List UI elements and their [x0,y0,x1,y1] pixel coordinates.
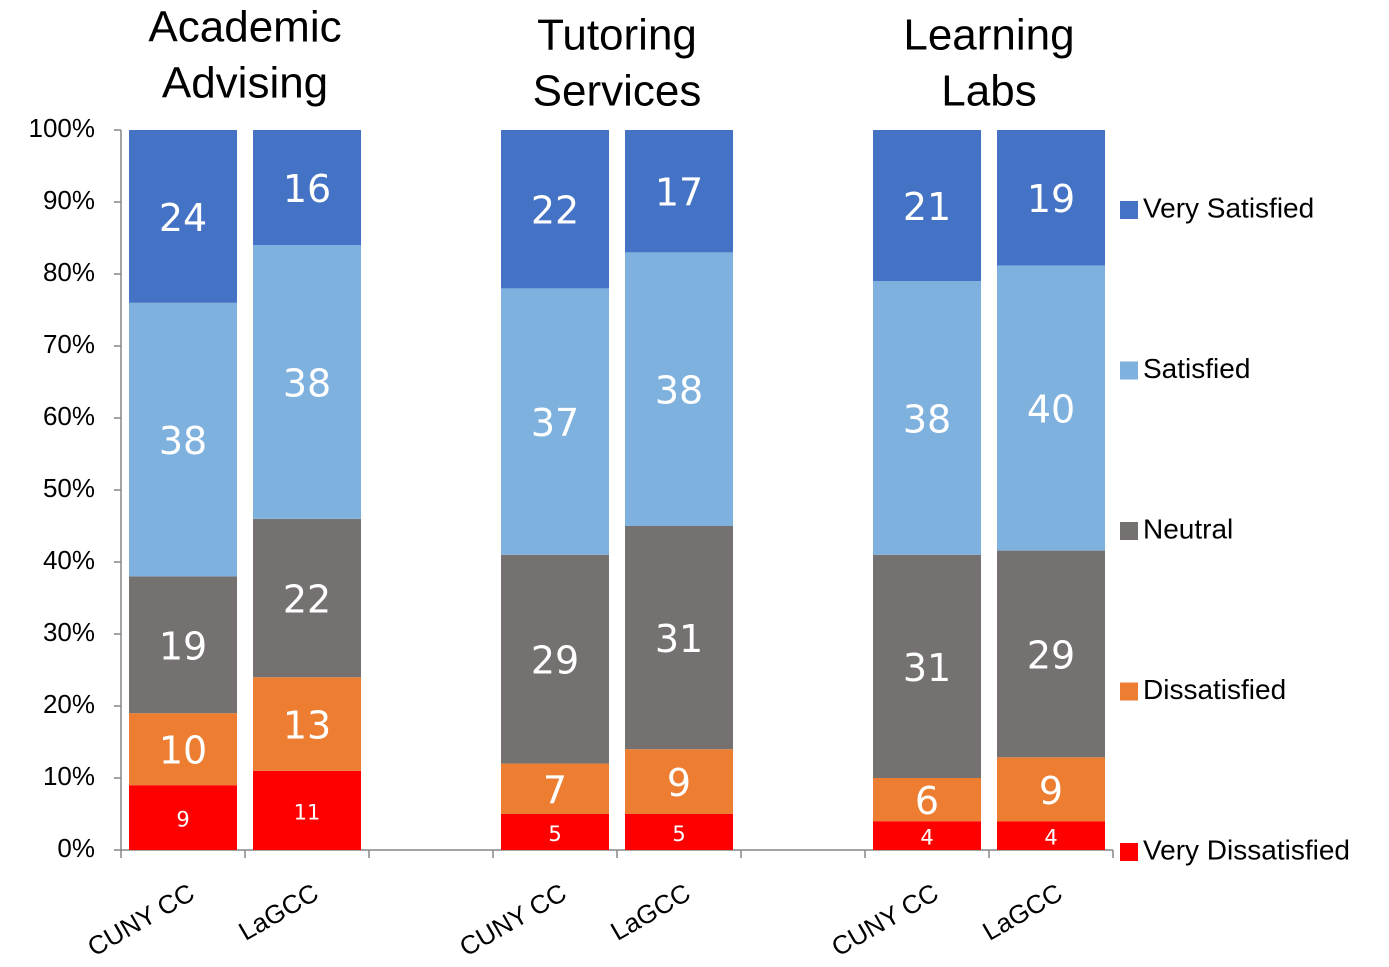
x-tick-label: CUNY CC [826,877,943,962]
bar-segment [873,281,981,555]
data-label: 22 [283,578,331,622]
y-tick-label: 30% [43,617,95,647]
group-title: Labs [941,67,1036,116]
data-label: 38 [903,398,951,442]
bar-segment [625,749,733,814]
legend-swatch [1120,361,1138,380]
data-label: 13 [283,704,331,748]
data-label: 29 [1027,633,1075,677]
bar-segment [253,518,361,678]
data-label: 9 [1039,769,1063,813]
bar-segment [625,814,733,850]
legend-swatch [1120,682,1138,701]
group-title: Services [533,67,702,116]
bar-segment [129,576,237,714]
data-label: 5 [548,822,561,846]
x-tick-label: LaGCC [233,877,323,946]
x-tick-label: CUNY CC [454,877,571,962]
data-label: 6 [915,779,939,823]
bar-segment [873,821,981,850]
legend-swatch [1120,201,1138,219]
bar-segment [253,245,361,519]
bar-segment [129,713,237,786]
data-label: 7 [543,768,567,812]
group-title: Learning [903,11,1074,60]
legend-swatch [1120,522,1138,540]
group-title: Advising [162,59,328,108]
data-label: 38 [159,419,207,463]
data-label: 4 [1044,826,1057,850]
y-tick-label: 40% [43,545,95,575]
bar-segment [997,265,1105,551]
data-label: 17 [655,171,703,215]
x-tick-label: LaGCC [605,877,695,946]
bar-segment [501,130,609,289]
y-tick-label: 20% [43,689,95,719]
x-tick-label: CUNY CC [82,877,199,962]
bar-segment [873,554,981,778]
bar-segment [625,252,733,526]
y-tick-label: 10% [43,761,95,791]
bar-segment [501,554,609,764]
legend-label: Dissatisfied [1143,674,1286,705]
bar-segment [997,130,1105,266]
bar-segment [129,785,237,850]
bar-segment [625,130,733,253]
bar-segment [501,288,609,555]
bar-segment [997,757,1105,822]
bar-segment [997,550,1105,758]
y-tick-label: 50% [43,473,95,503]
legend-label: Satisfied [1143,353,1250,384]
bar-segment [253,677,361,771]
data-label: 9 [176,808,189,832]
data-label: 19 [159,624,207,668]
data-label: 31 [903,646,951,690]
data-label: 4 [920,826,933,850]
legend-swatch [1120,843,1138,861]
y-tick-label: 80% [43,257,95,287]
data-label: 38 [655,369,703,413]
data-label: 40 [1027,388,1075,432]
legend-label: Very Dissatisfied [1143,834,1350,865]
data-label: 16 [283,167,331,211]
bar-segment [625,526,733,750]
legend-label: Very Satisfied [1143,192,1314,223]
bar-segment [129,130,237,303]
data-label: 11 [294,800,321,824]
data-label: 29 [531,639,579,683]
data-label: 5 [672,822,685,846]
y-tick-label: 60% [43,401,95,431]
group-title: Tutoring [537,11,697,60]
data-label: 21 [903,185,951,229]
data-label: 31 [655,617,703,661]
bar-segment [501,814,609,850]
data-label: 9 [667,761,691,805]
y-tick-label: 70% [43,329,95,359]
bar-segment [129,302,237,577]
y-tick-label: 90% [43,185,95,215]
data-label: 24 [159,196,207,240]
data-label: 10 [159,729,207,773]
data-label: 37 [531,401,579,445]
data-label: 22 [531,189,579,233]
y-tick-label: 0% [57,833,95,863]
bar-segment [501,763,609,814]
x-tick-label: LaGCC [977,877,1067,946]
data-label: 19 [1027,177,1075,221]
bar-segment [997,821,1105,850]
group-title: Academic [148,3,341,52]
bar-segment [253,130,361,246]
data-label: 38 [283,362,331,406]
bar-segment [253,770,361,850]
bar-segment [873,130,981,282]
legend-label: Neutral [1143,513,1233,544]
y-tick-label: 100% [29,113,96,143]
bar-segment [873,778,981,822]
